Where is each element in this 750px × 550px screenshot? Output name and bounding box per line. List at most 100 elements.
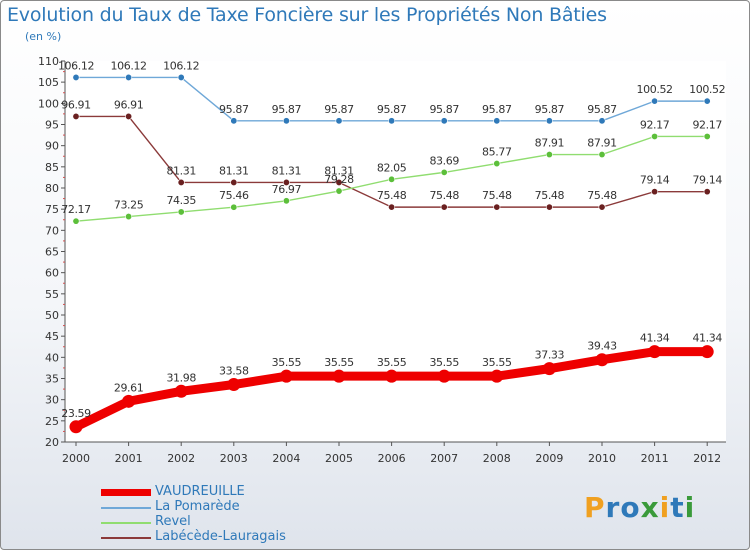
data-point bbox=[545, 151, 553, 159]
data-label: 81.31 bbox=[219, 164, 249, 177]
legend-item-labecede: Labécède-Lauragais bbox=[101, 529, 361, 545]
data-point bbox=[174, 384, 188, 398]
data-label: 35.55 bbox=[377, 356, 407, 369]
logo-letter: i bbox=[684, 491, 696, 524]
legend: VAUDREUILLE La Pomarède Revel Labécède-L… bbox=[101, 484, 361, 545]
data-point bbox=[177, 208, 185, 216]
data-label: 92.17 bbox=[640, 118, 670, 131]
data-label: 79.28 bbox=[324, 173, 354, 186]
data-label: 35.55 bbox=[482, 356, 512, 369]
data-label: 72.17 bbox=[61, 203, 91, 216]
x-tick-label: 2011 bbox=[641, 452, 669, 465]
x-tick-label: 2004 bbox=[272, 452, 300, 465]
y-tick-label: 65 bbox=[45, 246, 59, 259]
data-point bbox=[72, 112, 80, 120]
data-label: 95.87 bbox=[429, 103, 459, 116]
data-label: 29.61 bbox=[114, 381, 144, 394]
legend-label: Revel bbox=[155, 514, 191, 529]
data-label: 74.35 bbox=[166, 194, 196, 207]
data-label: 75.48 bbox=[587, 189, 617, 202]
x-tick-label: 2007 bbox=[430, 452, 458, 465]
legend-item-vaudreuille: VAUDREUILLE bbox=[101, 484, 361, 500]
data-label: 95.87 bbox=[482, 103, 512, 116]
y-tick-label: 25 bbox=[45, 415, 59, 428]
data-label: 79.14 bbox=[640, 174, 670, 187]
data-point bbox=[493, 160, 501, 168]
data-point bbox=[125, 213, 133, 221]
legend-swatch bbox=[101, 507, 151, 509]
y-tick-label: 40 bbox=[45, 351, 59, 364]
y-tick-label: 75 bbox=[45, 203, 59, 216]
x-tick-label: 2010 bbox=[588, 452, 616, 465]
data-label: 100.52 bbox=[689, 83, 725, 96]
data-point bbox=[651, 188, 659, 196]
y-tick-label: 90 bbox=[45, 140, 59, 153]
data-point bbox=[598, 203, 606, 211]
data-label: 87.91 bbox=[535, 137, 565, 150]
data-label: 106.12 bbox=[58, 59, 94, 72]
data-point bbox=[282, 178, 290, 186]
data-point bbox=[437, 369, 451, 383]
data-label: 81.31 bbox=[272, 164, 302, 177]
data-point bbox=[122, 394, 136, 408]
y-tick-label: 100 bbox=[38, 97, 59, 110]
data-point bbox=[282, 197, 290, 205]
data-label: 37.33 bbox=[535, 349, 565, 362]
legend-swatch bbox=[101, 537, 151, 539]
data-label: 106.12 bbox=[111, 59, 147, 72]
data-label: 79.14 bbox=[692, 174, 722, 187]
y-tick-label: 20 bbox=[45, 436, 59, 449]
data-point bbox=[440, 203, 448, 211]
data-point bbox=[598, 117, 606, 125]
x-tick-label: 2000 bbox=[62, 452, 90, 465]
y-tick-label: 80 bbox=[45, 182, 59, 195]
data-point bbox=[335, 117, 343, 125]
legend-swatch bbox=[101, 522, 151, 524]
data-point bbox=[230, 178, 238, 186]
data-point bbox=[335, 187, 343, 195]
data-label: 95.87 bbox=[272, 103, 302, 116]
data-point bbox=[598, 151, 606, 159]
data-point bbox=[545, 203, 553, 211]
data-point bbox=[542, 362, 556, 376]
x-tick-label: 2012 bbox=[693, 452, 721, 465]
y-tick-label: 105 bbox=[38, 76, 59, 89]
data-label: 35.55 bbox=[324, 356, 354, 369]
y-tick-label: 70 bbox=[45, 224, 59, 237]
legend-label: VAUDREUILLE bbox=[155, 484, 245, 499]
data-point bbox=[282, 117, 290, 125]
data-label: 87.91 bbox=[587, 137, 617, 150]
data-label: 41.34 bbox=[640, 332, 670, 345]
data-point bbox=[125, 112, 133, 120]
data-label: 75.48 bbox=[429, 189, 459, 202]
data-label: 73.25 bbox=[114, 199, 144, 212]
data-point bbox=[72, 73, 80, 81]
data-point bbox=[493, 203, 501, 211]
y-tick-label: 55 bbox=[45, 288, 59, 301]
chart-title: Evolution du Taux de Taxe Foncière sur l… bbox=[7, 4, 607, 26]
y-tick-label: 60 bbox=[45, 267, 59, 280]
data-label: 85.77 bbox=[482, 146, 512, 159]
data-label: 76.97 bbox=[272, 183, 302, 196]
data-point bbox=[703, 188, 711, 196]
x-tick-label: 2003 bbox=[220, 452, 248, 465]
data-label: 31.98 bbox=[166, 371, 196, 384]
data-point bbox=[648, 345, 662, 359]
legend-label: Labécède-Lauragais bbox=[155, 529, 286, 544]
data-point bbox=[335, 178, 343, 186]
logo-letter: x bbox=[640, 491, 660, 524]
data-label: 83.69 bbox=[429, 154, 459, 167]
data-point bbox=[69, 420, 83, 434]
x-tick-label: 2001 bbox=[115, 452, 143, 465]
data-point bbox=[493, 117, 501, 125]
data-point bbox=[230, 117, 238, 125]
plot-area bbox=[65, 61, 726, 442]
data-label: 95.87 bbox=[535, 103, 565, 116]
data-label: 95.87 bbox=[324, 103, 354, 116]
data-point bbox=[545, 117, 553, 125]
data-label: 33.58 bbox=[219, 365, 249, 378]
data-point bbox=[177, 73, 185, 81]
x-tick-label: 2005 bbox=[325, 452, 353, 465]
